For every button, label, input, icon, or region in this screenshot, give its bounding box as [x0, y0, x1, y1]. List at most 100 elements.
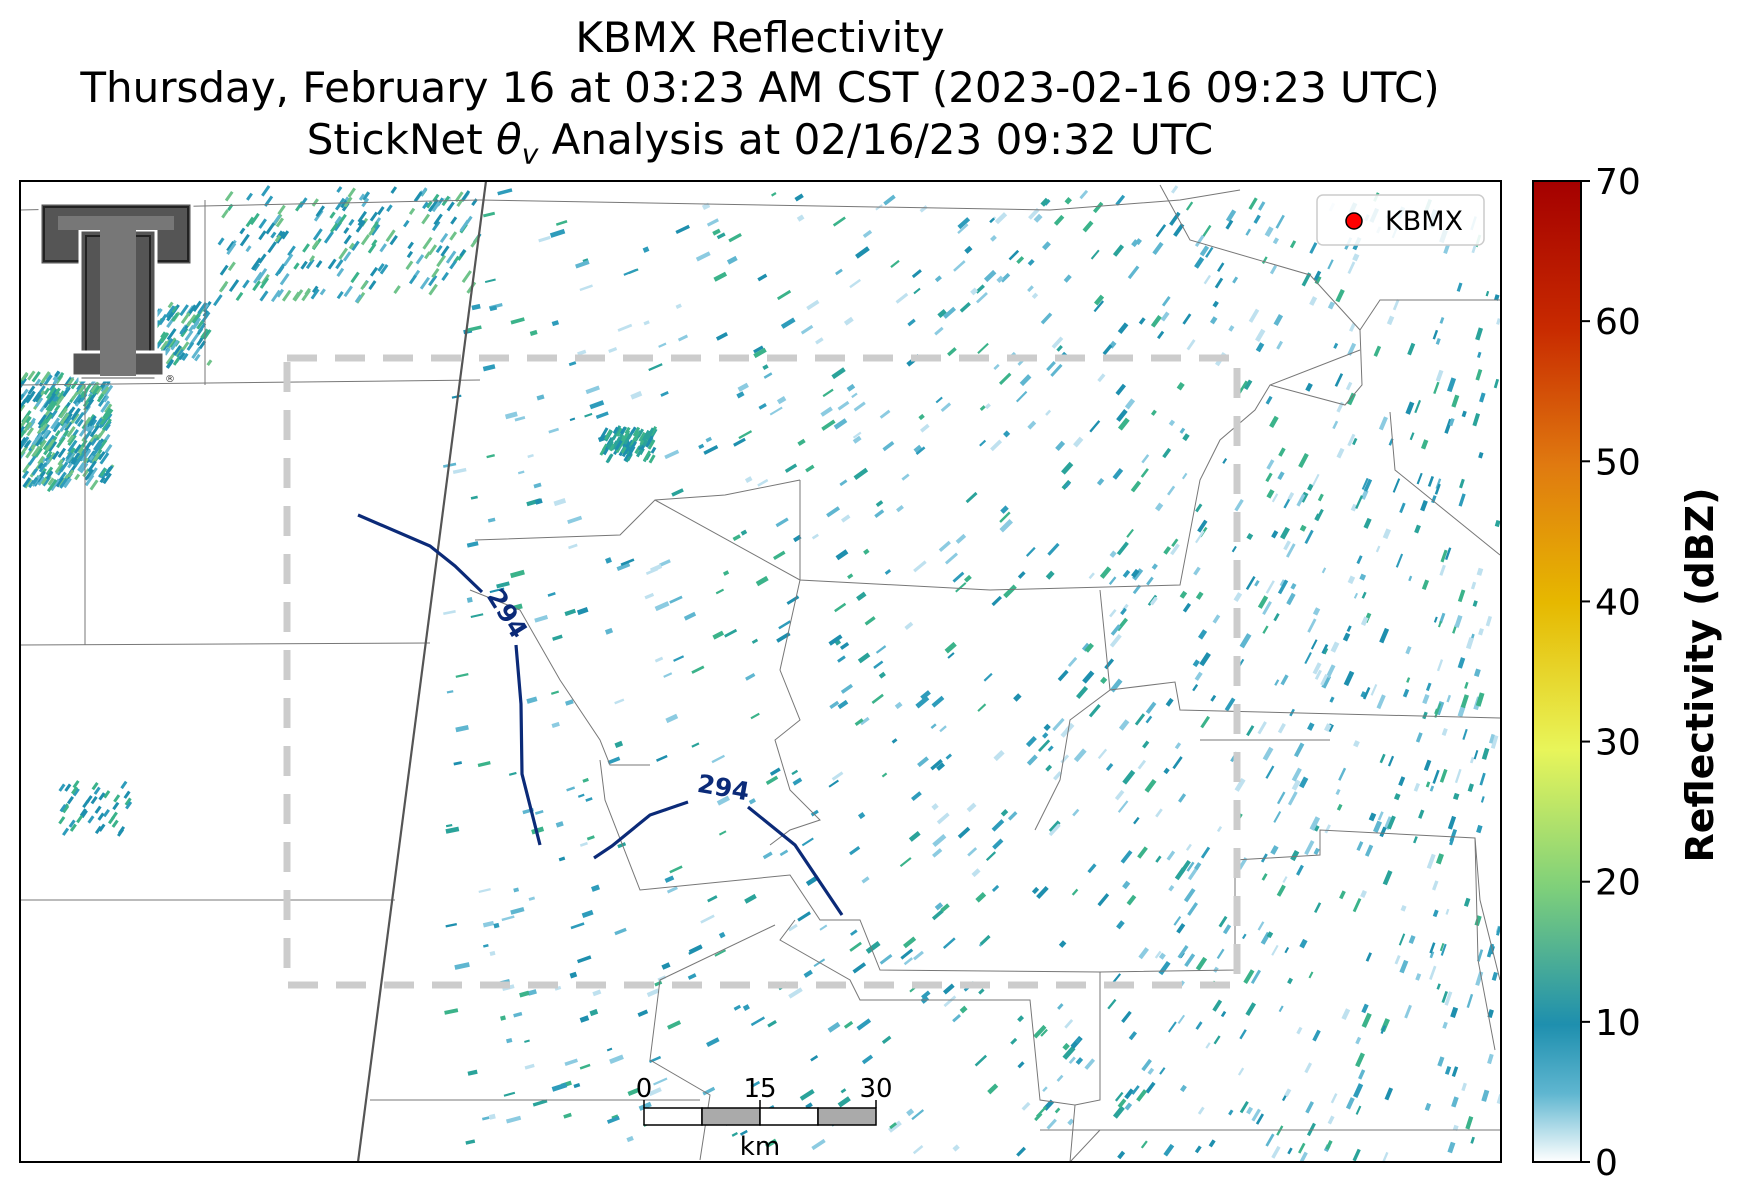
- echo-speckle: [179, 327, 187, 335]
- echo-speckle: [1163, 546, 1172, 555]
- echo-speckle: [455, 724, 469, 733]
- echo-speckle: [406, 250, 414, 259]
- echo-speckle: [45, 434, 56, 447]
- echo-speckle: [30, 438, 40, 450]
- echo-speckle: [604, 429, 612, 441]
- echo-speckle: [1167, 485, 1176, 496]
- echo-speckle: [1074, 1037, 1081, 1044]
- echo-speckle: [103, 395, 110, 403]
- echo-speckle: [999, 518, 1014, 533]
- echo-speckle: [1170, 543, 1180, 556]
- echo-speckle: [728, 232, 742, 243]
- echo-speckle: [481, 1116, 490, 1121]
- echo-speckle: [1136, 1089, 1148, 1102]
- echo-speckle: [166, 328, 177, 341]
- echo-speckle: [510, 317, 525, 325]
- echo-speckle: [864, 616, 876, 626]
- echo-speckle: [59, 412, 70, 425]
- echo-speckle: [724, 628, 738, 638]
- echo-speckle: [436, 254, 447, 268]
- echo-speckle: [934, 326, 944, 336]
- echo-speckle: [21, 414, 30, 426]
- echo-speckle: [739, 1129, 748, 1136]
- echo-speckle: [50, 388, 58, 396]
- echo-speckle: [1336, 447, 1345, 459]
- echo-speckle: [1097, 373, 1106, 383]
- echo-speckle: [51, 450, 60, 460]
- echo-speckle: [942, 983, 955, 995]
- echo-speckle: [335, 259, 344, 270]
- echo-speckle: [1439, 564, 1446, 576]
- echo-speckle: [336, 267, 345, 277]
- echo-speckle: [1112, 468, 1124, 480]
- echo-speckle: [715, 332, 728, 341]
- echo-speckle: [84, 398, 95, 410]
- echo-speckle: [422, 201, 429, 210]
- echo-speckle: [779, 849, 789, 857]
- echo-speckle: [605, 557, 612, 564]
- echo-speckle: [72, 429, 79, 438]
- echo-speckle: [757, 273, 768, 282]
- echo-speckle: [1347, 433, 1356, 447]
- echo-speckle: [1466, 993, 1474, 1008]
- echo-speckle: [76, 379, 86, 391]
- echo-speckle: [664, 875, 675, 883]
- echo-speckle: [249, 212, 260, 226]
- echo-speckle: [350, 271, 360, 284]
- echo-speckle: [449, 231, 458, 241]
- echo-speckle: [1099, 566, 1112, 579]
- state-boundary: [356, 181, 488, 1162]
- echo-speckle: [1214, 277, 1224, 289]
- echo-speckle: [1352, 253, 1360, 262]
- echo-speckle: [1161, 296, 1171, 307]
- echo-speckle: [582, 777, 589, 783]
- echo-speckle: [1140, 1140, 1148, 1149]
- echo-speckle: [180, 327, 189, 338]
- echo-speckle: [1245, 576, 1256, 590]
- echo-speckle: [1451, 394, 1460, 408]
- echo-speckle: [454, 962, 470, 970]
- echo-speckle: [300, 260, 308, 270]
- echo-speckle: [1452, 792, 1460, 801]
- echo-speckle: [1291, 779, 1301, 791]
- echo-speckle: [357, 219, 364, 227]
- echo-speckle: [1398, 933, 1406, 946]
- echo-speckle: [1027, 258, 1035, 266]
- echo-speckle: [91, 445, 101, 457]
- echo-speckle: [1042, 1086, 1048, 1093]
- echo-speckle: [1138, 947, 1150, 960]
- echo-speckle: [1299, 1151, 1308, 1162]
- echo-speckle: [871, 693, 884, 704]
- echo-speckle: [1315, 508, 1324, 522]
- echo-speckle: [663, 672, 673, 678]
- echo-speckle: [224, 190, 234, 202]
- echo-speckle: [1071, 888, 1079, 896]
- echo-speckle: [467, 1069, 478, 1076]
- echo-speckle: [979, 439, 987, 447]
- echo-speckle: [551, 721, 560, 729]
- echo-speckle: [228, 279, 240, 293]
- echo-speckle: [1015, 390, 1028, 403]
- echo-speckle: [1060, 754, 1070, 764]
- echo-speckle: [1435, 369, 1444, 382]
- echo-speckle: [1443, 243, 1450, 254]
- echo-speckle: [1475, 692, 1485, 707]
- echo-speckle: [797, 438, 806, 447]
- echo-speckle: [38, 439, 47, 450]
- echo-speckle: [1311, 473, 1320, 487]
- echo-speckle: [1197, 1106, 1205, 1115]
- echo-speckle: [576, 607, 589, 616]
- echo-speckle: [1027, 285, 1034, 293]
- echo-speckle: [589, 400, 605, 410]
- echo-speckle: [1429, 785, 1435, 792]
- echo-speckle: [563, 1112, 572, 1119]
- echo-speckle: [1454, 768, 1462, 784]
- echo-speckle: [431, 220, 441, 232]
- echo-speckle: [915, 695, 930, 709]
- echo-speckle: [71, 786, 79, 795]
- echo-speckle: [894, 701, 903, 710]
- echo-speckle: [793, 534, 802, 543]
- echo-speckle: [751, 638, 759, 644]
- echo-speckle: [259, 290, 269, 302]
- echo-speckle: [433, 213, 443, 226]
